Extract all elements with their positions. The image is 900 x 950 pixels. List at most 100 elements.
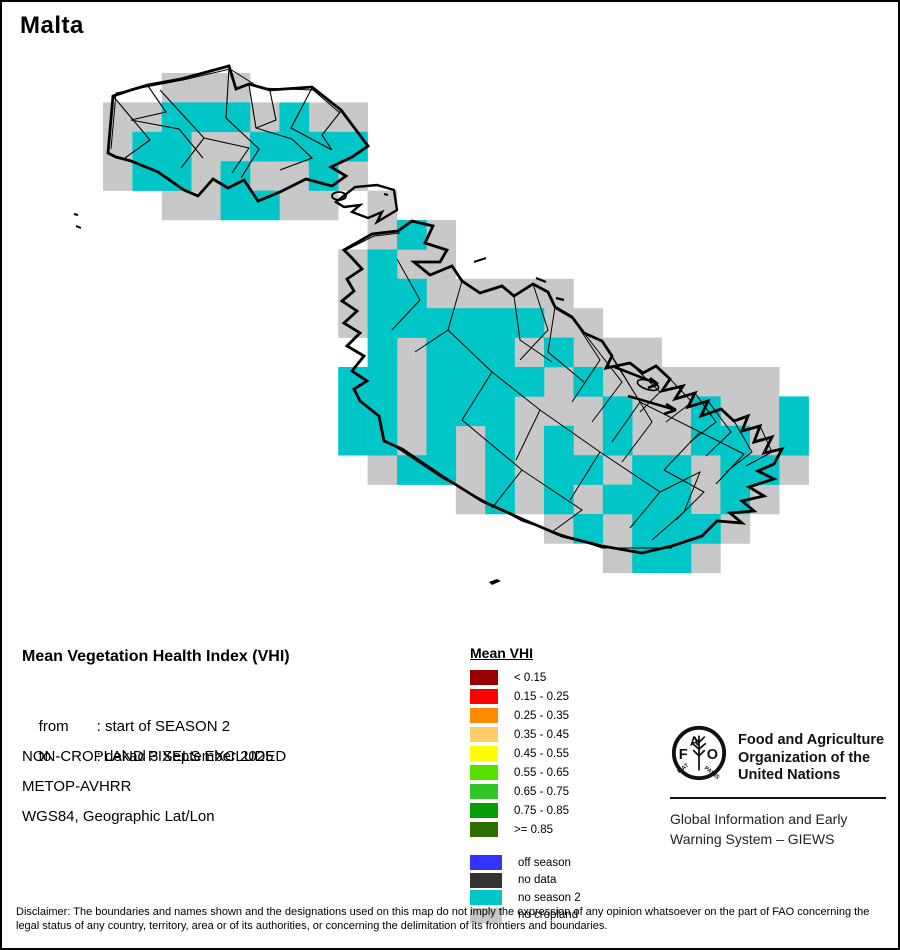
vhi-cell	[485, 367, 515, 397]
vhi-cell	[632, 455, 662, 485]
vhi-cell	[191, 102, 221, 133]
gozo-west-islets	[73, 213, 82, 229]
legend-color-swatch	[470, 689, 498, 704]
vhi-cell	[573, 367, 604, 397]
vhi-cell	[279, 190, 310, 221]
fao-header: F A O FIAT PANIS Food and Agriculture Or…	[670, 724, 892, 785]
vhi-cell	[308, 131, 339, 162]
legend-row: no data	[470, 872, 660, 888]
vhi-cell	[544, 308, 574, 338]
vhi-cell	[632, 337, 662, 368]
vhi-cell	[338, 425, 368, 456]
fao-logo-letter-o: O	[707, 747, 718, 763]
vhi-cell	[661, 455, 692, 485]
fao-logo-letter-a: A	[690, 734, 699, 748]
info-row-from: from: start of SEASON 2	[22, 682, 452, 735]
vhi-cell	[573, 396, 604, 427]
legend-color-swatch	[470, 803, 498, 818]
malta-coastline	[339, 219, 785, 555]
vhi-cell	[485, 337, 515, 368]
vhi-cell	[485, 396, 515, 427]
legend-label: >= 0.85	[514, 823, 554, 836]
vhi-cell	[779, 455, 809, 485]
map-info-heading: Mean Vegetation Health Index (VHI)	[22, 648, 290, 665]
vhi-cell	[161, 190, 192, 221]
info-line-sensor: METOP-AVHRR	[22, 778, 132, 795]
vhi-cell	[191, 131, 221, 162]
fao-logo-letter-f: F	[679, 747, 688, 763]
vhi-cell	[132, 161, 163, 191]
vhi-cell	[103, 102, 133, 133]
vhi-cell	[426, 278, 457, 309]
vhi-cell	[397, 220, 427, 250]
vhi-cell	[397, 367, 427, 397]
vhi-cell	[544, 484, 574, 515]
legend-row: 0.55 - 0.65	[470, 765, 660, 780]
gozo-island	[73, 64, 370, 229]
vhi-cell	[514, 455, 545, 485]
legend-color-swatch	[470, 765, 498, 780]
vhi-cell	[250, 102, 280, 133]
vhi-cell	[338, 278, 368, 309]
legend-color-swatch	[470, 670, 498, 685]
filfla-islet	[489, 579, 501, 585]
vhi-cell	[426, 425, 457, 456]
vhi-cell	[544, 367, 574, 397]
vhi-cell	[397, 337, 427, 368]
legend-row: 0.35 - 0.45	[470, 727, 660, 742]
legend-label: 0.15 - 0.25	[514, 690, 569, 703]
vhi-cell	[367, 455, 398, 485]
map-info-block: Mean Vegetation Health Index (VHI) from:…	[22, 648, 452, 832]
vhi-cell	[455, 367, 486, 397]
vhi-cell	[602, 484, 633, 515]
vhi-cell	[455, 455, 486, 485]
vhi-cell	[779, 425, 809, 456]
fao-name: Food and Agriculture Organization of the…	[738, 732, 885, 783]
legend-color-swatch	[470, 907, 502, 923]
vhi-cell	[602, 514, 633, 544]
info-line-projection: WGS84, Geographic Lat/Lon	[22, 808, 215, 825]
vhi-cell	[544, 396, 574, 427]
legend-label: off season	[518, 856, 571, 869]
giews-subtitle: Global Information and Early Warning Sys…	[670, 811, 848, 847]
vhi-cell	[544, 425, 574, 456]
gozo-admin-boundaries	[112, 67, 342, 179]
gozo-coastline	[106, 64, 370, 203]
vhi-cell	[161, 131, 192, 162]
vhi-cell	[426, 337, 457, 368]
vhi-cell	[397, 396, 427, 427]
vhi-cell	[514, 337, 545, 368]
legend-row: 0.25 - 0.35	[470, 708, 660, 723]
comino-island	[331, 183, 399, 226]
vhi-cell	[720, 367, 751, 397]
vhi-cell	[338, 396, 368, 427]
vhi-cell	[514, 308, 545, 338]
fao-divider	[670, 796, 886, 799]
vhi-cell	[691, 543, 721, 574]
legend-row: 0.65 - 0.75	[470, 784, 660, 799]
map-canvas	[73, 64, 809, 585]
vhi-cell	[691, 484, 721, 515]
vhi-cell	[367, 308, 398, 338]
legend-row: 0.75 - 0.85	[470, 803, 660, 818]
comino-speck	[383, 193, 389, 196]
legend-row: < 0.15	[470, 670, 660, 685]
vhi-cell	[426, 367, 457, 397]
legend-title: Mean VHI	[470, 645, 534, 661]
vhi-cell	[632, 484, 662, 515]
vhi-cell	[367, 278, 398, 309]
vhi-cell	[632, 514, 662, 544]
vhi-cell	[485, 455, 515, 485]
vhi-cell	[485, 308, 515, 338]
legend-class-list: < 0.15 0.15 - 0.25 0.25 - 0.35 0.35 - 0.45 0…	[470, 670, 660, 837]
legend-label: 0.55 - 0.65	[514, 766, 569, 779]
vhi-cell	[250, 161, 280, 191]
legend-label: 0.65 - 0.75	[514, 785, 569, 798]
vhi-cell	[602, 455, 633, 485]
disclaimer-text: Disclaimer: The boundaries and names sho…	[16, 906, 870, 932]
legend-row: off season	[470, 855, 660, 870]
vhi-raster-cells	[103, 73, 809, 574]
malta-island	[339, 219, 785, 555]
legend-label: 0.45 - 0.55	[514, 747, 569, 760]
